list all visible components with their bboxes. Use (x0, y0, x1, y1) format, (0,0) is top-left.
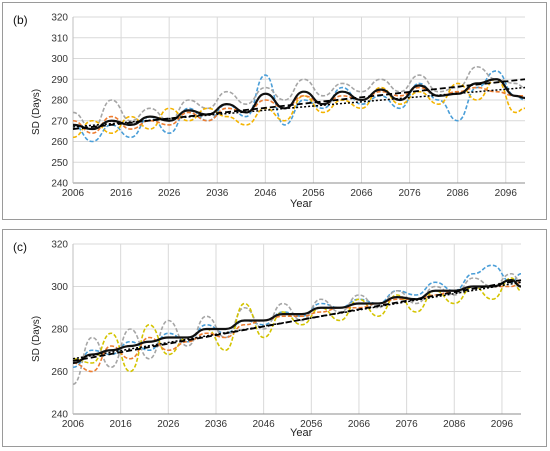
y-tick-label: 280 (51, 325, 68, 336)
y-tick-label: 240 (51, 410, 68, 421)
series-line-5 (72, 78, 526, 131)
x-tick-label: 2016 (110, 419, 133, 430)
series-line-3 (72, 78, 526, 139)
series-line-4 (72, 86, 525, 135)
x-tick-label: 2086 (443, 419, 466, 430)
y-tick-label: 300 (51, 282, 68, 293)
series-line-1 (72, 264, 522, 369)
x-tick-label: 2086 (447, 188, 470, 199)
x-tick-label: 2066 (350, 188, 373, 199)
series-line-2 (72, 272, 522, 386)
series-line-1 (72, 70, 526, 143)
series-line-3 (72, 277, 522, 373)
x-tick-label: 2096 (495, 188, 518, 199)
x-axis-label: Year (290, 427, 313, 439)
chart-panel-b: (b) SD (Days) Year 2006 2016 2026 2036 2046 2… (2, 2, 547, 220)
x-tick-label: 2006 (62, 419, 85, 430)
x-tick-label: 2026 (157, 419, 180, 430)
x-tick-label: 2076 (398, 188, 421, 199)
y-tick-label: 320 (51, 240, 68, 251)
trend-line-dashed (72, 78, 526, 130)
y-tick-label: 270 (51, 116, 68, 127)
y-tick-label: 300 (51, 54, 68, 65)
y-tick-label: 290 (51, 75, 68, 86)
x-tick-label: 2026 (158, 188, 181, 199)
trend-line-dashed (72, 279, 522, 362)
panel-label: (c) (13, 240, 27, 254)
chart-c-svg: 2006 2016 2026 2036 2046 2056 2066 2076 2086 2096… (51, 240, 522, 430)
chart-b-svg: 2006 2016 2026 2036 2046 2056 2066 2076 2086 2096… (51, 13, 526, 199)
x-tick-label: 2066 (348, 419, 371, 430)
x-tick-label: 2056 (302, 188, 325, 199)
y-tick-label: 320 (51, 13, 68, 24)
y-tick-label: 240 (51, 179, 68, 190)
series-line-2 (72, 65, 526, 130)
x-tick-label: 2096 (491, 419, 514, 430)
x-axis-label: Year (290, 198, 313, 210)
x-tick-label: 2006 (62, 188, 85, 199)
x-tick-label: 2046 (254, 188, 277, 199)
y-tick-label: 260 (51, 367, 68, 378)
panel-label: (b) (13, 13, 28, 27)
y-tick-label: 250 (51, 158, 68, 169)
x-tick-label: 2046 (253, 419, 276, 430)
x-tick-label: 2076 (395, 419, 418, 430)
series-line-5 (72, 279, 522, 365)
y-tick-label: 310 (51, 33, 68, 44)
y-tick-label: 280 (51, 96, 68, 107)
x-tick-label: 2036 (206, 188, 229, 199)
chart-panel-c: (c) SD (Days) Year 2006 2016 2026 2036 2046 2… (2, 229, 547, 447)
x-tick-label: 2036 (205, 419, 228, 430)
x-tick-label: 2016 (110, 188, 133, 199)
y-tick-label: 260 (51, 137, 68, 148)
x-tick-label: 2056 (300, 419, 323, 430)
